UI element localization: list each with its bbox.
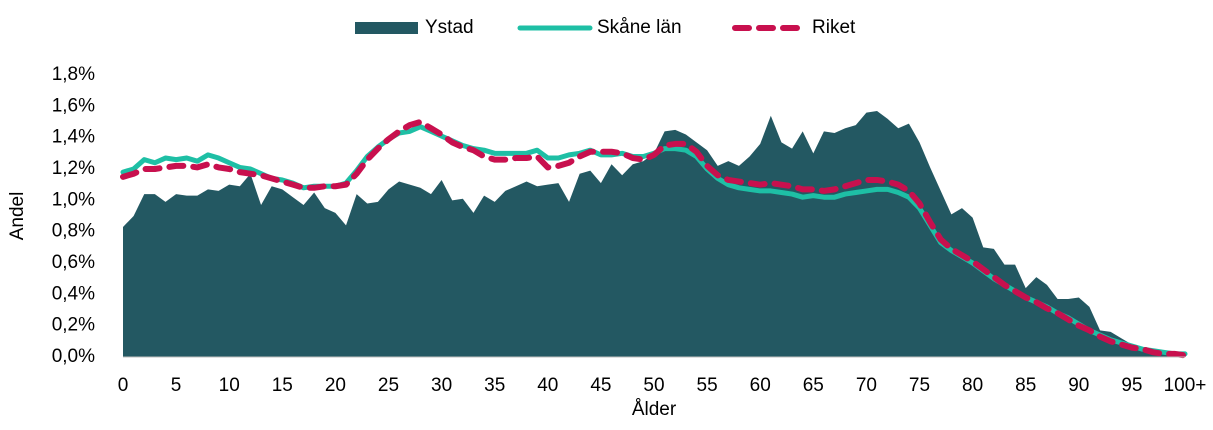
legend-swatch xyxy=(355,22,418,34)
x-tick-label: 0 xyxy=(118,375,129,396)
y-tick-label: 1,0% xyxy=(52,189,95,210)
y-tick-label: 0,0% xyxy=(52,346,95,367)
legend-label: Riket xyxy=(812,17,856,38)
x-tick-label: 95 xyxy=(1121,375,1142,396)
y-tick-label: 0,4% xyxy=(52,283,95,304)
x-tick-label: 90 xyxy=(1068,375,1089,396)
y-tick-label: 1,8% xyxy=(52,64,95,85)
x-tick-label: 45 xyxy=(590,375,611,396)
x-tick-label: 65 xyxy=(803,375,824,396)
y-axis-label: Andel xyxy=(7,192,28,241)
x-tick-label: 75 xyxy=(909,375,930,396)
x-tick-label: 55 xyxy=(697,375,718,396)
x-tick-label: 60 xyxy=(750,375,771,396)
x-tick-label: 100+ xyxy=(1164,375,1207,396)
x-tick-label: 70 xyxy=(856,375,877,396)
y-tick-label: 0,8% xyxy=(52,221,95,242)
x-tick-label: 10 xyxy=(219,375,240,396)
x-tick-label: 15 xyxy=(272,375,293,396)
y-tick-label: 0,6% xyxy=(52,252,95,273)
x-tick-label: 30 xyxy=(431,375,452,396)
area xyxy=(123,111,1185,358)
x-tick-label: 85 xyxy=(1015,375,1036,396)
x-tick-label: 5 xyxy=(171,375,182,396)
y-tick-label: 0,2% xyxy=(52,315,95,336)
legend-label: Ystad xyxy=(425,17,474,38)
y-tick-label: 1,2% xyxy=(52,158,95,179)
x-tick-label: 80 xyxy=(962,375,983,396)
legend-label: Skåne län xyxy=(597,17,682,38)
x-tick-label: 25 xyxy=(378,375,399,396)
x-tick-label: 50 xyxy=(643,375,664,396)
x-tick-label: 40 xyxy=(537,375,558,396)
y-tick-label: 1,4% xyxy=(52,127,95,148)
line xyxy=(120,119,1188,359)
x-axis-label: Ålder xyxy=(632,399,677,420)
x-tick-label: 35 xyxy=(484,375,505,396)
x-tick-label: 20 xyxy=(325,375,346,396)
y-tick-label: 1,6% xyxy=(52,95,95,116)
